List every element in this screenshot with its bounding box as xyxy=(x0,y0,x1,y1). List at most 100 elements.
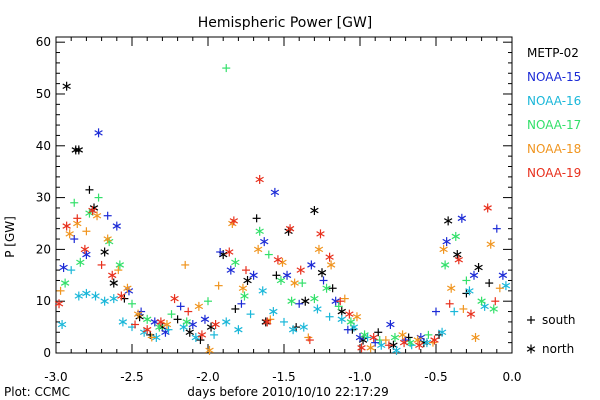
north-point xyxy=(442,237,451,247)
south-point xyxy=(214,281,223,290)
north-point xyxy=(238,283,248,293)
north-point xyxy=(258,286,267,296)
north-point xyxy=(88,206,97,216)
south-point xyxy=(450,307,459,316)
north-point xyxy=(310,206,319,216)
north-point xyxy=(82,250,91,260)
south-point xyxy=(73,214,82,223)
north-point xyxy=(413,335,422,345)
north-point xyxy=(155,322,164,332)
north-point xyxy=(92,211,102,221)
south-point xyxy=(381,336,390,345)
north-point xyxy=(115,260,125,270)
x-tick-label: -1.0 xyxy=(348,370,371,384)
north-point xyxy=(285,224,295,234)
south-point xyxy=(328,284,337,293)
north-point xyxy=(80,244,90,254)
south-point xyxy=(264,250,273,259)
north-point xyxy=(65,229,74,239)
north-point xyxy=(422,338,432,348)
series-noaa-18 xyxy=(56,211,504,355)
south-point xyxy=(384,341,393,350)
south-point xyxy=(85,185,94,194)
south-point xyxy=(295,299,304,308)
marker-legend: south north xyxy=(526,313,576,356)
north-point xyxy=(152,332,161,342)
north-point xyxy=(253,244,263,254)
plot-credit: Plot: CCMC xyxy=(4,385,70,399)
north-point xyxy=(150,317,159,327)
north-point xyxy=(440,260,450,270)
south-point xyxy=(242,266,250,275)
south-legend-marker xyxy=(527,316,535,324)
north-point xyxy=(325,252,334,262)
north-point xyxy=(103,234,112,244)
north-point xyxy=(112,221,121,231)
x-axis-title: days before 2010/10/10 22:17:29 xyxy=(187,385,388,399)
south-point xyxy=(305,336,314,345)
south-point xyxy=(114,266,123,275)
south-point xyxy=(336,297,345,306)
north-point xyxy=(255,174,264,184)
y-axis-title: P [GW] xyxy=(3,216,17,258)
north-point xyxy=(498,270,508,280)
south-point xyxy=(252,214,261,223)
north-point xyxy=(100,247,109,257)
south-point xyxy=(407,341,416,350)
north-point xyxy=(62,221,71,231)
north-point xyxy=(369,332,378,342)
north-point xyxy=(322,283,331,293)
north-point xyxy=(386,320,395,330)
north-point xyxy=(62,81,71,91)
north-point xyxy=(451,231,460,241)
south-point xyxy=(167,310,176,319)
y-tick-label: 30 xyxy=(36,191,51,205)
south-point xyxy=(280,317,288,326)
south-point xyxy=(210,330,219,339)
x-tick-label: 0.0 xyxy=(502,370,521,384)
x-tick-label: -1.5 xyxy=(272,370,295,384)
north-point xyxy=(390,332,400,342)
south-point xyxy=(492,224,501,233)
south-point xyxy=(485,279,494,288)
north-point xyxy=(188,320,197,330)
south-point xyxy=(164,325,173,334)
south-point xyxy=(237,299,246,308)
north-point xyxy=(299,322,308,332)
series-noaa-15 xyxy=(59,128,508,347)
south-point xyxy=(401,336,410,345)
north-point xyxy=(398,330,407,340)
north-point xyxy=(430,335,439,345)
series-metp-02 xyxy=(62,81,494,350)
north-point xyxy=(94,128,103,138)
north-point xyxy=(454,255,463,265)
north-point xyxy=(60,278,70,288)
north-point xyxy=(316,229,325,239)
south-point xyxy=(70,198,79,207)
north-point xyxy=(255,226,264,236)
north-point xyxy=(337,314,346,324)
series-noaa-19 xyxy=(54,174,500,353)
north-point xyxy=(234,325,243,335)
north-point xyxy=(477,296,486,306)
north-point xyxy=(269,307,278,317)
north-point xyxy=(453,250,462,260)
north-point xyxy=(273,255,283,265)
north-point xyxy=(276,275,286,285)
north-point xyxy=(74,145,83,155)
north-point xyxy=(317,268,327,278)
south-point xyxy=(325,312,334,321)
plot-frame xyxy=(55,36,513,354)
north-point xyxy=(194,301,204,311)
south-point xyxy=(184,307,193,316)
data-markers xyxy=(54,64,511,355)
north-point xyxy=(117,291,126,301)
south-point xyxy=(343,325,352,334)
north-point xyxy=(205,345,214,355)
x-tick-label: -2.5 xyxy=(120,370,143,384)
north-point xyxy=(229,216,239,226)
legend-noaa-18: NOAA-18 xyxy=(527,142,581,156)
north-legend-marker xyxy=(526,344,536,354)
north-point xyxy=(156,317,166,327)
north-point xyxy=(360,330,369,340)
